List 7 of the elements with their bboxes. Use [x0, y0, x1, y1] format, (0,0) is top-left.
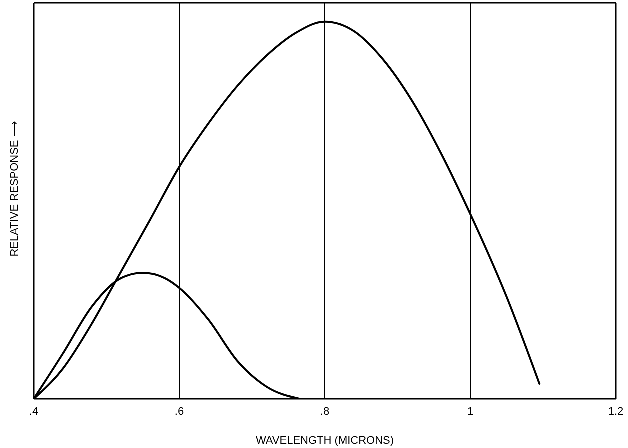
x-tick-label: .8 — [320, 406, 330, 418]
x-tick-label: .4 — [29, 406, 39, 418]
x-tick-label: 1 — [467, 406, 474, 418]
y-axis-title: RELATIVE RESPONSE ⟶ — [9, 121, 21, 257]
x-tick-label: 1.2 — [608, 406, 624, 418]
x-axis-title: WAVELENGTH (MICRONS) — [256, 435, 394, 447]
x-tick-label: .6 — [174, 406, 184, 418]
